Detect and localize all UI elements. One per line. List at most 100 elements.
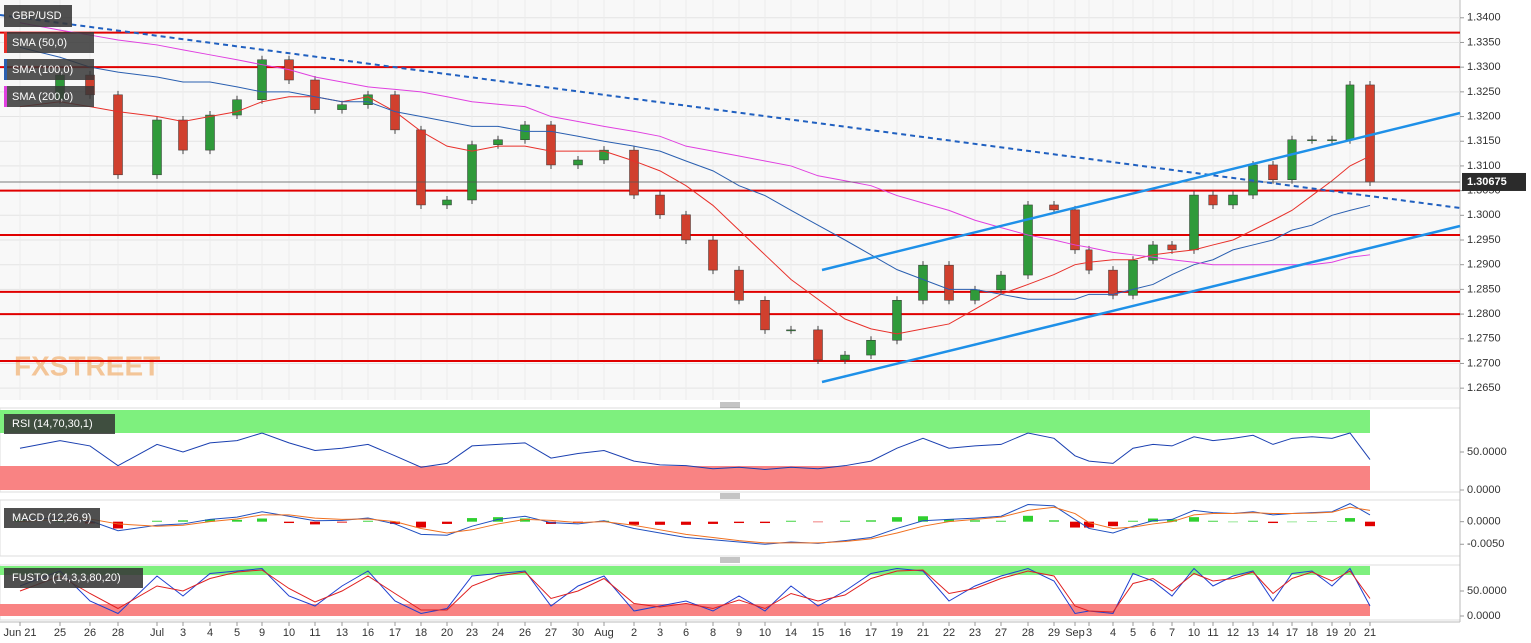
x-tick-label: 4 bbox=[1110, 627, 1116, 639]
candle bbox=[1070, 209, 1080, 251]
x-tick-label: Jun 21 bbox=[3, 627, 36, 639]
histogram-bar bbox=[178, 520, 188, 522]
candle bbox=[442, 199, 452, 206]
histogram-bar bbox=[813, 521, 823, 523]
x-tick-label: 5 bbox=[234, 627, 240, 639]
histogram-bar bbox=[363, 520, 373, 522]
x-tick-label: 26 bbox=[84, 627, 96, 639]
watermark: FXSTREET bbox=[14, 350, 160, 381]
candle bbox=[493, 139, 503, 145]
x-tick-label: 6 bbox=[683, 627, 689, 639]
candle bbox=[944, 264, 954, 301]
indicator-line bbox=[19, 503, 1371, 545]
x-tick-label: Sep bbox=[1065, 627, 1085, 639]
candle bbox=[152, 119, 162, 176]
indicator-line bbox=[19, 432, 1371, 470]
legend-swatch bbox=[4, 86, 7, 107]
indicator-line bbox=[19, 22, 1371, 266]
histogram-bar bbox=[232, 519, 242, 522]
x-tick-label: 28 bbox=[112, 627, 124, 639]
candle bbox=[113, 94, 123, 176]
x-tick-label: 7 bbox=[1169, 627, 1175, 639]
histogram-bar bbox=[655, 521, 665, 525]
histogram-bar bbox=[760, 521, 770, 524]
candle bbox=[629, 149, 639, 196]
pane-title: MACD (12,26,9) bbox=[12, 512, 91, 524]
x-tick-label: 10 bbox=[1188, 627, 1200, 639]
x-tick-label: Aug bbox=[594, 627, 614, 639]
x-tick-label: 17 bbox=[1286, 627, 1298, 639]
x-tick-label: 14 bbox=[1267, 627, 1279, 639]
x-tick-label: 3 bbox=[657, 627, 663, 639]
x-tick-label: 8 bbox=[710, 627, 716, 639]
price-pane bbox=[0, 0, 1460, 400]
histogram-bar bbox=[520, 518, 530, 522]
candle bbox=[1108, 269, 1118, 296]
histogram-bar bbox=[1108, 521, 1118, 527]
candle bbox=[232, 99, 242, 116]
chart-layer: FXSTREET bbox=[0, 0, 1464, 626]
y-tick-label: 1.3200 bbox=[1467, 110, 1501, 122]
legend-label: SMA (50,0) bbox=[12, 37, 67, 49]
histogram-bar bbox=[708, 521, 718, 524]
candle bbox=[681, 214, 691, 241]
legend-box bbox=[4, 86, 94, 107]
y-tick-label: 50.0000 bbox=[1467, 585, 1507, 597]
histogram-bar bbox=[205, 519, 215, 522]
x-tick-label: 3 bbox=[1086, 627, 1092, 639]
histogram-bar bbox=[416, 521, 426, 528]
x-tick-label: 27 bbox=[995, 627, 1007, 639]
candle bbox=[1189, 194, 1199, 251]
histogram-bar bbox=[390, 521, 400, 524]
candle bbox=[970, 289, 980, 301]
histogram-bar bbox=[1365, 521, 1375, 527]
candle bbox=[1287, 139, 1297, 181]
x-tick-label: 12 bbox=[1227, 627, 1239, 639]
histogram-bar bbox=[1167, 519, 1177, 522]
histogram-bar bbox=[1287, 521, 1297, 523]
x-tick-label: 18 bbox=[1306, 627, 1318, 639]
y-tick-label: 50.0000 bbox=[1467, 446, 1507, 458]
x-tick-label: 29 bbox=[1048, 627, 1060, 639]
candle bbox=[1023, 204, 1033, 276]
histogram-bar bbox=[996, 520, 1006, 522]
x-tick-label: 9 bbox=[736, 627, 742, 639]
y-tick-label: 1.3400 bbox=[1467, 12, 1501, 24]
x-tick-label: 22 bbox=[943, 627, 955, 639]
y-tick-label: 1.3300 bbox=[1467, 61, 1501, 73]
histogram-bar bbox=[1228, 521, 1238, 523]
candle bbox=[786, 329, 796, 332]
x-tick-label: 20 bbox=[441, 627, 453, 639]
pane-title-box bbox=[4, 568, 143, 588]
candle bbox=[1327, 139, 1337, 142]
y-tick-label: 1.3100 bbox=[1467, 160, 1501, 172]
x-tick-label: 21 bbox=[1364, 627, 1376, 639]
histogram-bar bbox=[892, 517, 902, 522]
legend-label: SMA (100,0) bbox=[12, 64, 73, 76]
y-tick-label: 1.3350 bbox=[1467, 36, 1501, 48]
x-tick-label: 13 bbox=[336, 627, 348, 639]
rsi-overbought-band bbox=[0, 410, 1370, 433]
pane-title-box bbox=[4, 414, 115, 434]
y-tick-label: 0.0000 bbox=[1467, 610, 1501, 622]
candle bbox=[1307, 139, 1317, 142]
candle bbox=[1085, 249, 1093, 271]
x-tick-label: 17 bbox=[389, 627, 401, 639]
histogram-bar bbox=[1327, 521, 1337, 522]
histogram-bar bbox=[944, 519, 954, 522]
candle bbox=[1049, 204, 1059, 211]
histogram-bar bbox=[310, 521, 320, 525]
pane-title: RSI (14,70,30,1) bbox=[12, 418, 93, 430]
x-tick-label: Jul bbox=[150, 627, 164, 639]
y-tick-label: 1.2800 bbox=[1467, 308, 1501, 320]
candle bbox=[1345, 84, 1355, 141]
candle bbox=[866, 339, 876, 356]
histogram-bar bbox=[1345, 518, 1355, 522]
x-tick-label: 27 bbox=[545, 627, 557, 639]
x-tick-label: 16 bbox=[839, 627, 851, 639]
x-tick-label: 18 bbox=[415, 627, 427, 639]
x-tick-label: 3 bbox=[180, 627, 186, 639]
overlay-layer: 1.3400 1.3350 1.3300 1.3250 1.3200 1.3150 1.31… bbox=[3, 5, 1526, 639]
y-tick-label: 1.2650 bbox=[1467, 382, 1501, 394]
